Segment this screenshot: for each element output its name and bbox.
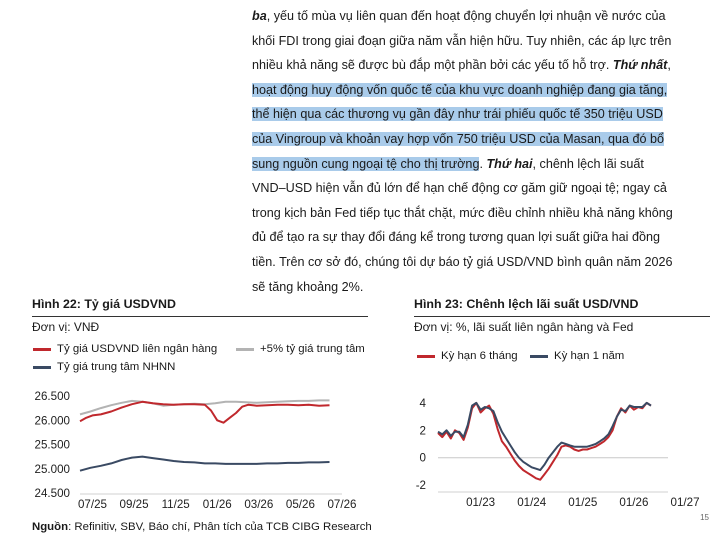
x-tick-label: 01/27 — [671, 496, 700, 509]
legend-band-label: +5% tỷ giá trung tâm — [260, 343, 365, 355]
x-tick-label: 09/25 — [120, 498, 149, 511]
paragraph-line: khối FDI trong giai đoạn giữa năm vẫn hi… — [252, 29, 708, 54]
highlighted-text: thể hiện qua các thương vụ gần đây như t… — [252, 107, 663, 122]
x-tick-label: 07/26 — [327, 498, 356, 511]
source-note: Nguồn: Refinitiv, SBV, Báo chí, Phân tíc… — [32, 521, 372, 533]
figure23-chart: -2 0 2 4 01/23 01/24 01/25 01/26 01/27 — [416, 397, 700, 509]
emphasis-text: Thứ hai — [486, 156, 533, 171]
paragraph-text: trong kịch bản Fed tiếp tục thắt chặt, m… — [252, 205, 673, 220]
figure23-unit: Đơn vị: %, lãi suất liên ngân hàng và Fe… — [414, 320, 634, 334]
body-paragraph: ba, yếu tố mùa vụ liên quan đến hoạt độn… — [252, 4, 708, 299]
y-tick-label: 26.500 — [35, 390, 70, 403]
legend-interbank-swatch — [33, 347, 51, 351]
legend-6m: Kỳ hạn 6 tháng — [417, 350, 518, 362]
series-line — [79, 400, 330, 424]
figure22-rule — [32, 316, 368, 317]
paragraph-line: trong kịch bản Fed tiếp tục thắt chặt, m… — [252, 201, 708, 226]
x-tick-label: 11/25 — [162, 498, 190, 511]
highlighted-text: hoạt động huy động vốn quốc tế của khu v… — [252, 82, 668, 97]
legend-1y: Kỳ hạn 1 năm — [530, 350, 624, 362]
y-tick-label: 26.000 — [35, 414, 70, 427]
x-tick-label: 01/24 — [517, 496, 547, 509]
y-tick-label: 0 — [420, 452, 426, 465]
x-tick-label: 03/26 — [244, 498, 273, 511]
paragraph-line: sung nguồn cung ngoại tệ cho thị trường.… — [252, 152, 708, 177]
legend-6m-label: Kỳ hạn 6 tháng — [441, 350, 518, 362]
legend-central: Tỷ giá trung tâm NHNN — [33, 361, 175, 373]
legend-interbank-label: Tỷ giá USDVND liên ngân hàng — [57, 343, 218, 355]
figure22-title: Hình 22: Tỷ giá USDVND — [32, 297, 176, 311]
paragraph-line: VND–USD hiện vẫn đủ lớn để hạn chế động … — [252, 176, 708, 201]
series-line — [79, 399, 330, 416]
emphasis-text: Thứ nhất — [612, 58, 668, 73]
paragraph-text: , yếu tố mùa vụ liên quan đến hoạt động … — [266, 9, 666, 23]
source-label: Nguồn — [32, 521, 69, 533]
highlighted-text: sung nguồn cung ngoại tệ cho thị trường — [252, 156, 480, 171]
source-text: : Refinitiv, SBV, Báo chí, Phân tích của… — [68, 521, 372, 533]
y-tick-label: 24.500 — [35, 487, 70, 500]
figure22-unit: Đơn vị: VNĐ — [32, 320, 100, 334]
paragraph-line: sẽ tăng khoảng 2%. — [252, 275, 708, 300]
paragraph-text: tiền. Trên cơ sở đó, chúng tôi dự báo tỷ… — [252, 254, 673, 269]
figure22-chart: 24.500 25.000 25.500 26.000 26.500 07/25 09/25… — [35, 390, 357, 511]
legend-6m-swatch — [417, 354, 435, 358]
paragraph-line: thể hiện qua các thương vụ gần đây như t… — [252, 102, 708, 127]
paragraph-text: nhiều khả năng sẽ được bù đắp một phần b… — [252, 58, 613, 73]
page-number: 15 — [700, 513, 709, 522]
legend-interbank: Tỷ giá USDVND liên ngân hàng — [33, 343, 217, 355]
paragraph-text: VND–USD hiện vẫn đủ lớn để hạn chế động … — [252, 181, 667, 196]
x-tick-label: 01/26 — [619, 496, 648, 509]
figure23-title: Hình 23: Chênh lệch lãi suất USD/VND — [414, 297, 639, 311]
paragraph-text: khối FDI trong giai đoạn giữa năm vẫn hi… — [252, 33, 672, 48]
x-tick-label: 05/26 — [286, 498, 315, 511]
highlighted-text: của Vingroup và khoản vay hợp vốn 750 tr… — [252, 131, 664, 146]
y-tick-label: 4 — [420, 397, 427, 410]
figure23-rule — [414, 316, 710, 317]
y-tick-label: -2 — [416, 479, 426, 492]
paragraph-text: , chênh lệch lãi suất — [532, 156, 644, 171]
x-tick-label: 01/25 — [568, 496, 597, 509]
legend-1y-swatch — [530, 354, 548, 358]
paragraph-line: của Vingroup và khoản vay hợp vốn 750 tr… — [252, 127, 708, 152]
paragraph-text: , — [667, 58, 671, 73]
paragraph-text: đủ để tạo ra sự thay đổi đáng kể trong t… — [252, 230, 660, 245]
emphasis-text: ba — [252, 9, 267, 23]
paragraph-text: . — [479, 156, 487, 171]
paragraph-text: sẽ tăng khoảng 2%. — [252, 279, 364, 294]
paragraph-line: hoạt động huy động vốn quốc tế của khu v… — [252, 78, 708, 103]
paragraph-line: ba, yếu tố mùa vụ liên quan đến hoạt độn… — [252, 4, 708, 29]
paragraph-line: tiền. Trên cơ sở đó, chúng tôi dự báo tỷ… — [252, 250, 708, 275]
legend-central-swatch — [33, 365, 51, 369]
y-tick-label: 25.500 — [35, 439, 70, 452]
x-tick-label: 01/26 — [203, 498, 232, 511]
legend-band-swatch — [236, 347, 254, 351]
paragraph-line: nhiều khả năng sẽ được bù đắp một phần b… — [252, 53, 708, 78]
legend-central-label: Tỷ giá trung tâm NHNN — [57, 361, 176, 373]
paragraph-line: đủ để tạo ra sự thay đổi đáng kể trong t… — [252, 225, 708, 250]
legend-1y-label: Kỳ hạn 1 năm — [554, 350, 625, 362]
x-tick-label: 01/23 — [466, 496, 495, 509]
legend-band: +5% tỷ giá trung tâm — [236, 343, 365, 355]
series-line — [437, 401, 652, 472]
y-tick-label: 2 — [420, 424, 426, 437]
x-tick-label: 07/25 — [78, 498, 107, 511]
series-line — [79, 455, 330, 472]
y-tick-label: 25.000 — [35, 463, 70, 476]
